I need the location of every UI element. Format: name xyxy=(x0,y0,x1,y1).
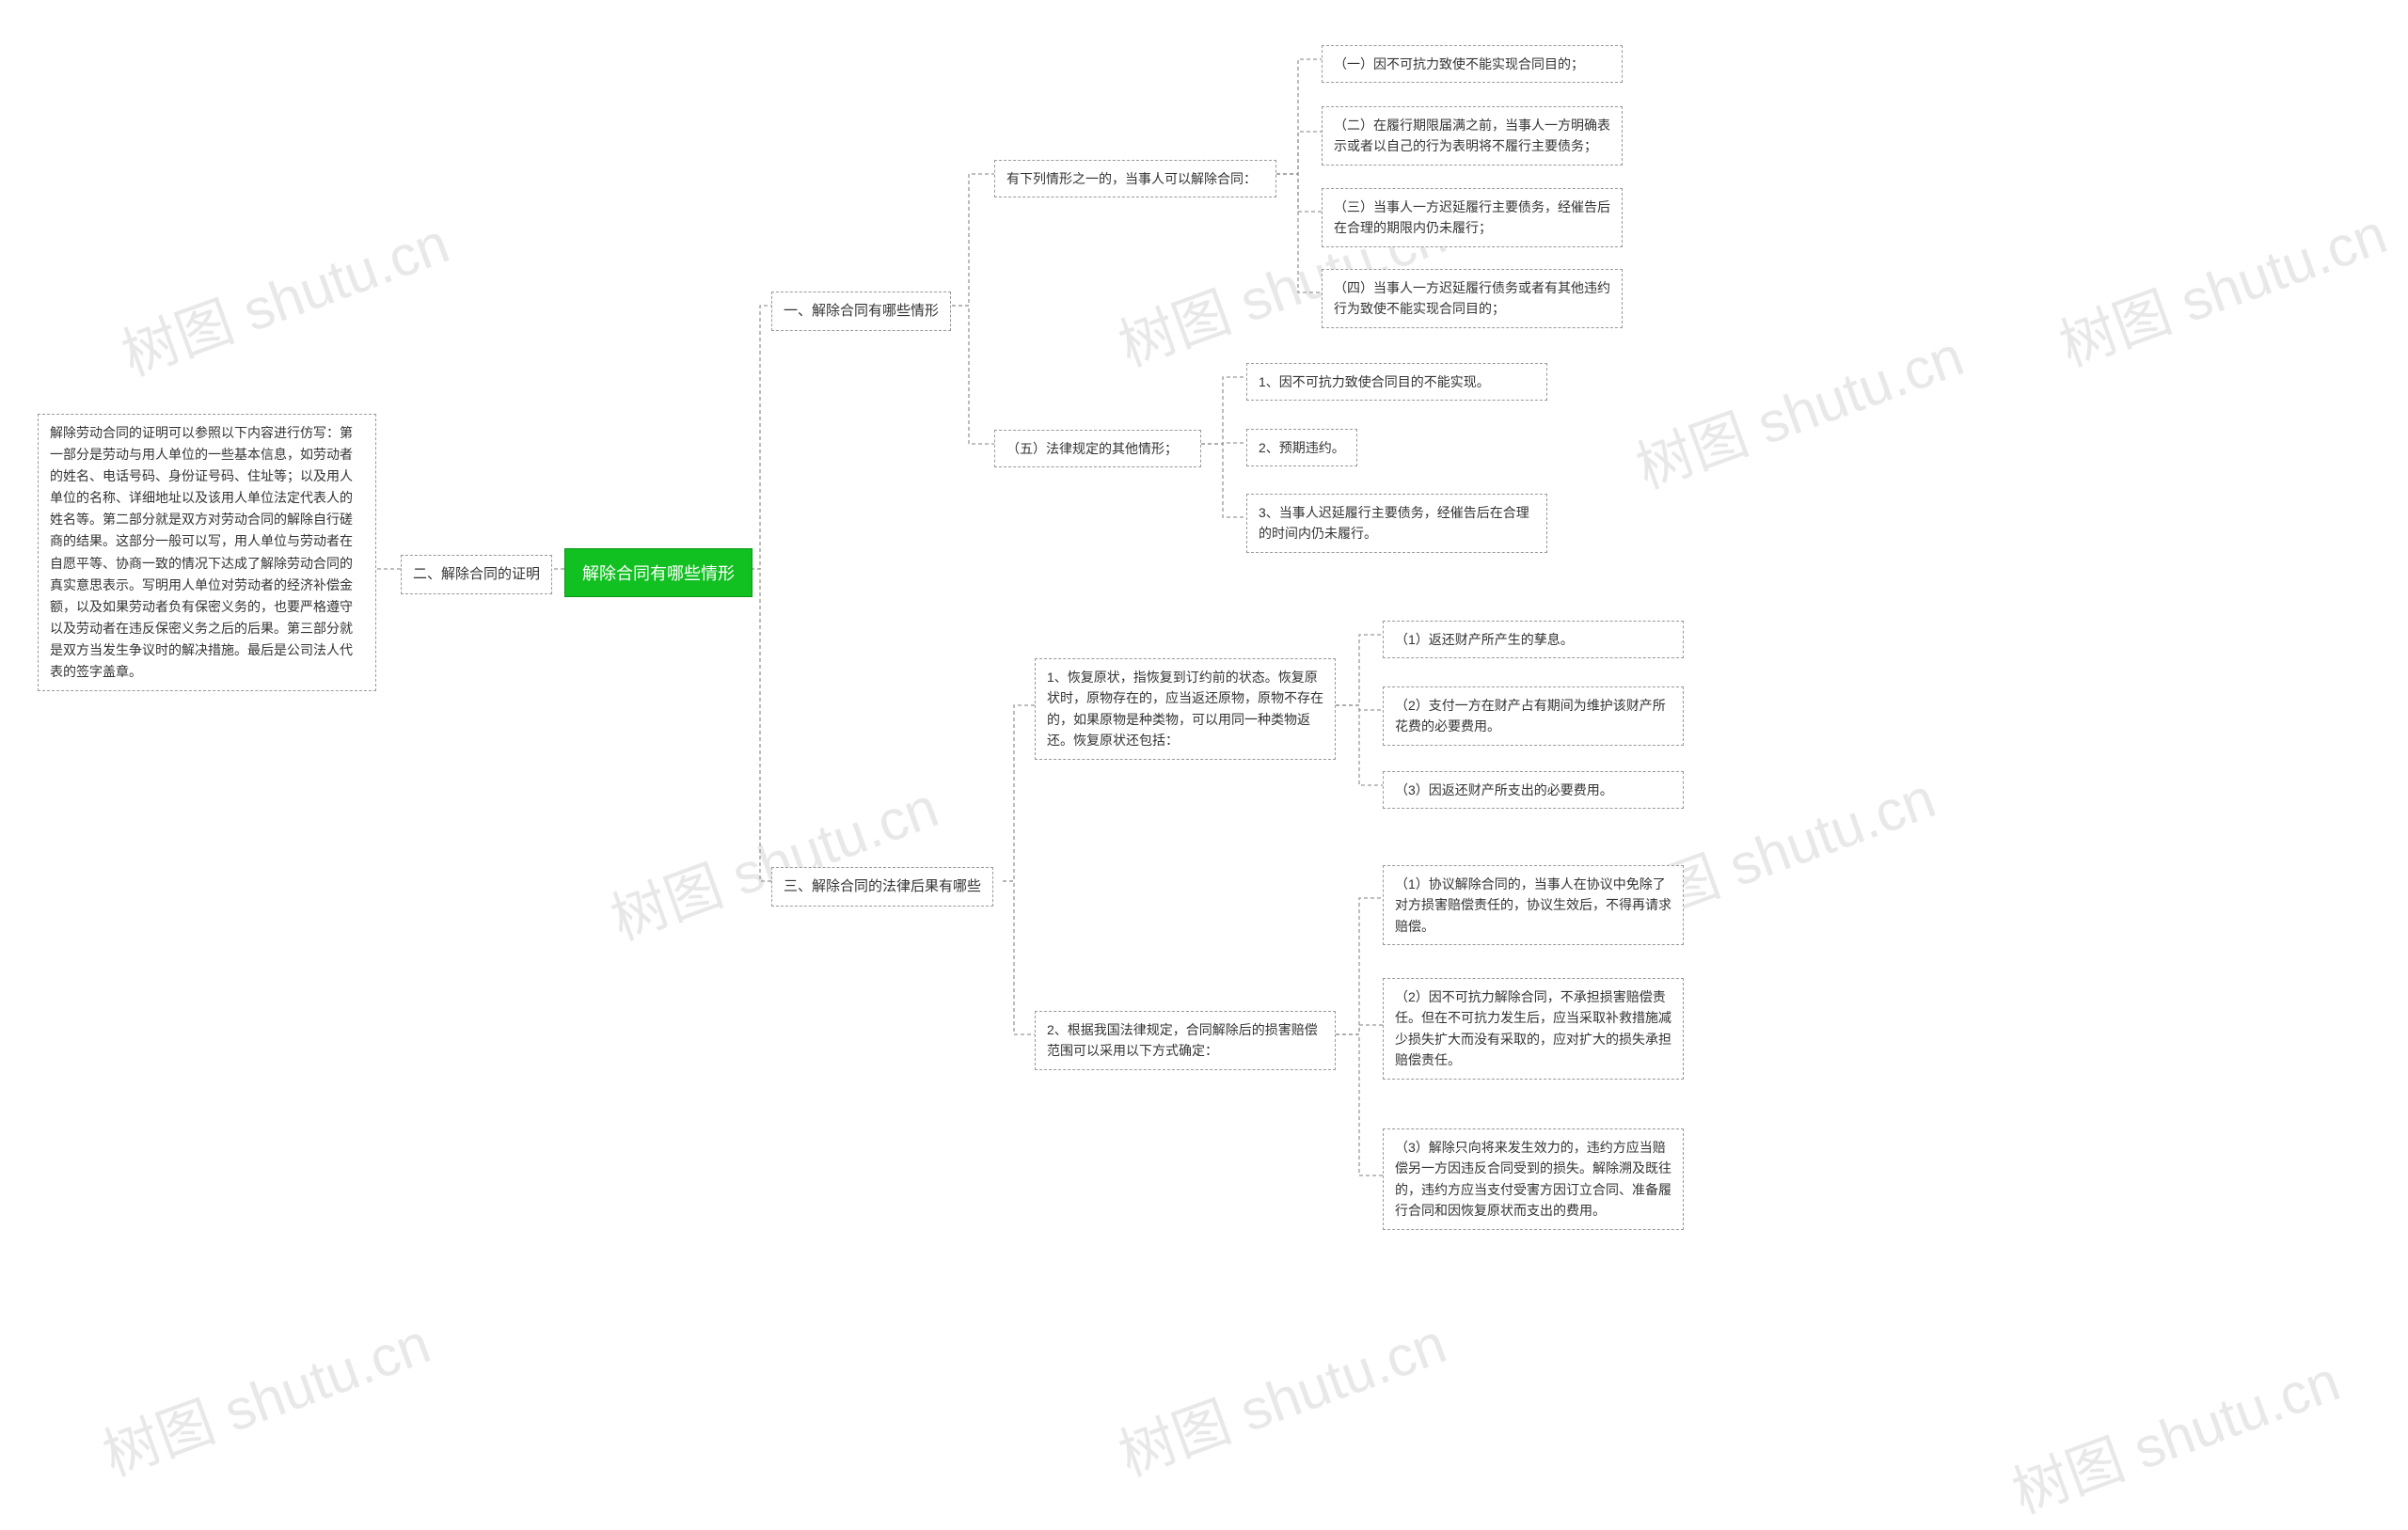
branch-3-sub1-item2: （2）支付一方在财产占有期间为维护该财产所花费的必要费用。 xyxy=(1383,686,1684,746)
branch-1-sub1-item2: （二）在履行期限届满之前，当事人一方明确表示或者以自己的行为表明将不履行主要债务… xyxy=(1322,106,1623,166)
watermark: 树图 shutu.cn xyxy=(2047,188,2396,382)
branch-1-sub1: 有下列情形之一的，当事人可以解除合同： xyxy=(994,160,1276,197)
watermark: 树图 shutu.cn xyxy=(1106,1298,1455,1491)
branch-3-sub2: 2、根据我国法律规定，合同解除后的损害赔偿范围可以采用以下方式确定： xyxy=(1035,1011,1336,1070)
branch-1-title: 一、解除合同有哪些情形 xyxy=(771,292,951,331)
branch-2-title: 二、解除合同的证明 xyxy=(401,555,552,594)
branch-1-sub1-item1: （一）因不可抗力致使不能实现合同目的； xyxy=(1322,45,1623,83)
branch-3-sub1-item3: （3）因返还财产所支出的必要费用。 xyxy=(1383,771,1684,809)
watermark: 树图 shutu.cn xyxy=(598,762,947,955)
branch-1-sub2-item1: 1、因不可抗力致使合同目的不能实现。 xyxy=(1246,363,1547,401)
branch-1-sub2-item2: 2、预期违约。 xyxy=(1246,429,1357,466)
watermark: 树图 shutu.cn xyxy=(90,1298,439,1491)
branch-1-sub2-item3: 3、当事人迟延履行主要债务，经催告后在合理的时间内仍未履行。 xyxy=(1246,494,1547,553)
branch-3-sub2-item2: （2）因不可抗力解除合同，不承担损害赔偿责任。但在不可抗力发生后，应当采取补救措… xyxy=(1383,978,1684,1080)
branch-3-sub1: 1、恢复原状，指恢复到订约前的状态。恢复原状时，原物存在的，应当返还原物，原物不… xyxy=(1035,658,1336,760)
branch-1-sub2: （五）法律规定的其他情形； xyxy=(994,430,1201,467)
branch-1-sub1-item3: （三）当事人一方迟延履行主要债务，经催告后在合理的期限内仍未履行； xyxy=(1322,188,1623,247)
watermark: 树图 shutu.cn xyxy=(109,197,458,391)
branch-3-sub2-item1: （1）协议解除合同的，当事人在协议中免除了对方损害赔偿责任的，协议生效后，不得再… xyxy=(1383,865,1684,945)
branch-3-sub1-item1: （1）返还财产所产生的孳息。 xyxy=(1383,621,1684,658)
branch-3-title: 三、解除合同的法律后果有哪些 xyxy=(771,867,993,907)
watermark: 树图 shutu.cn xyxy=(1624,310,1972,504)
branch-1-sub1-item4: （四）当事人一方迟延履行债务或者有其他违约行为致使不能实现合同目的； xyxy=(1322,269,1623,328)
root-node: 解除合同有哪些情形 xyxy=(564,548,752,597)
branch-3-sub2-item3: （3）解除只向将来发生效力的，违约方应当赔偿另一方因违反合同受到的损失。解除溯及… xyxy=(1383,1128,1684,1230)
watermark: 树图 shutu.cn xyxy=(2000,1335,2349,1529)
branch-2-detail: 解除劳动合同的证明可以参照以下内容进行仿写：第一部分是劳动与用人单位的一些基本信… xyxy=(38,414,376,691)
